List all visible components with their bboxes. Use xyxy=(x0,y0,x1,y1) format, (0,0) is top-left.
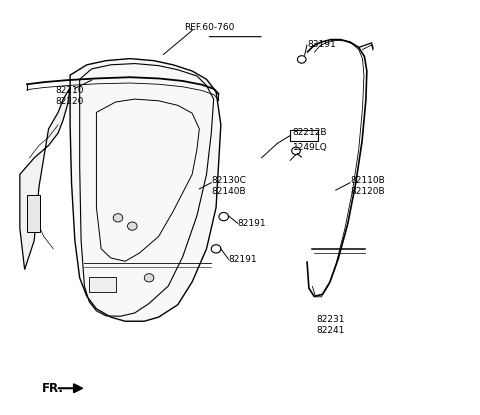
Text: 82110B
82120B: 82110B 82120B xyxy=(350,176,385,195)
Text: 82210
82220: 82210 82220 xyxy=(56,86,84,106)
Polygon shape xyxy=(70,59,221,321)
Bar xyxy=(290,130,318,142)
Text: 1249LQ: 1249LQ xyxy=(293,143,327,152)
Circle shape xyxy=(211,245,221,253)
Text: 82191: 82191 xyxy=(228,255,257,264)
Circle shape xyxy=(292,147,300,154)
Circle shape xyxy=(113,214,123,222)
Bar xyxy=(27,195,40,232)
Text: REF.60-760: REF.60-760 xyxy=(184,23,234,32)
Circle shape xyxy=(128,222,137,230)
Circle shape xyxy=(298,56,306,63)
Text: 82212B: 82212B xyxy=(293,128,327,137)
Text: 82191: 82191 xyxy=(238,219,266,228)
Text: 82130C
82140B: 82130C 82140B xyxy=(211,176,246,195)
Circle shape xyxy=(219,212,228,221)
Circle shape xyxy=(144,273,154,282)
Text: 83191: 83191 xyxy=(307,39,336,49)
Polygon shape xyxy=(20,88,70,269)
Text: 82231
82241: 82231 82241 xyxy=(317,315,345,335)
Bar xyxy=(89,276,116,292)
Text: FR.: FR. xyxy=(41,382,63,395)
